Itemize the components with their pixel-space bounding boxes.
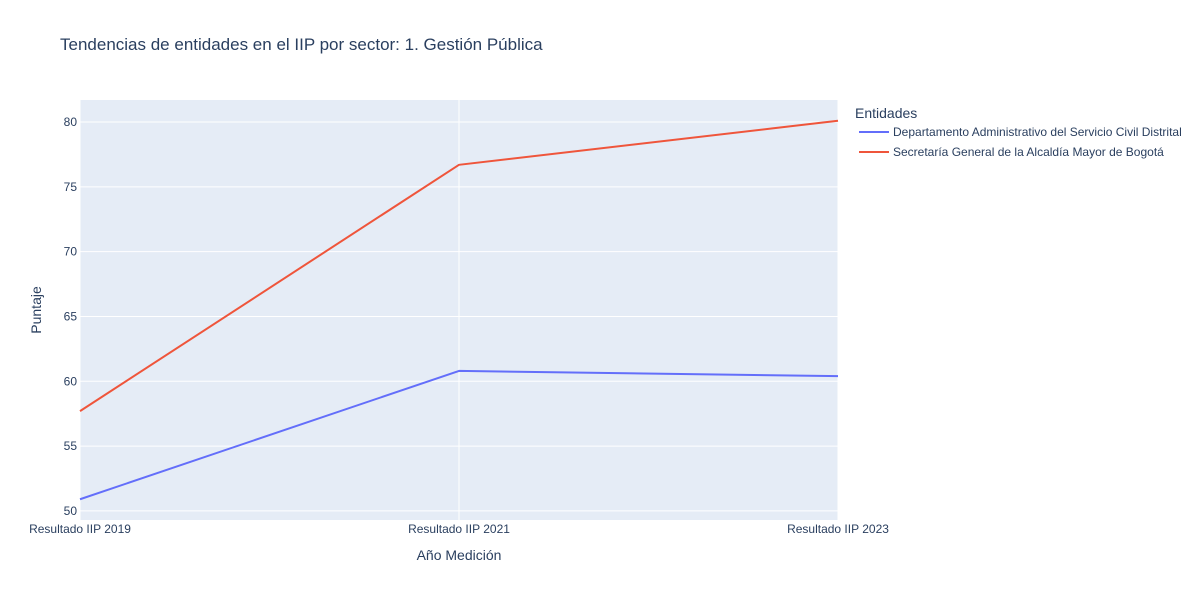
y-tick-label: 65 (64, 309, 78, 323)
x-tick-label: Resultado IIP 2019 (29, 522, 131, 536)
legend: Entidades Departamento Administrativo de… (855, 105, 1182, 159)
x-axis-ticks: Resultado IIP 2019 Resultado IIP 2021 Resu… (29, 522, 889, 536)
x-tick-label: Resultado IIP 2021 (408, 522, 510, 536)
y-tick-label: 60 (64, 374, 78, 388)
legend-title: Entidades (855, 105, 917, 121)
vertical-gridlines (79, 100, 839, 520)
x-axis-title: Año Medición (417, 547, 502, 563)
legend-label: Secretaría General de la Alcaldía Mayor … (893, 145, 1164, 159)
series-lines (79, 119, 839, 501)
y-axis-title: Puntaje (28, 286, 44, 334)
legend-label: Departamento Administrativo del Servicio… (893, 125, 1182, 139)
y-tick-label: 55 (64, 439, 78, 453)
x-tick-label: Resultado IIP 2023 (787, 522, 889, 536)
chart-title: Tendencias de entidades en el IIP por se… (60, 35, 543, 54)
y-tick-label: 75 (64, 180, 78, 194)
y-tick-label: 70 (64, 245, 78, 259)
y-tick-label: 50 (64, 504, 78, 518)
y-tick-label: 80 (64, 115, 78, 129)
y-axis-ticks: 50 55 60 65 70 75 80 (64, 115, 78, 518)
